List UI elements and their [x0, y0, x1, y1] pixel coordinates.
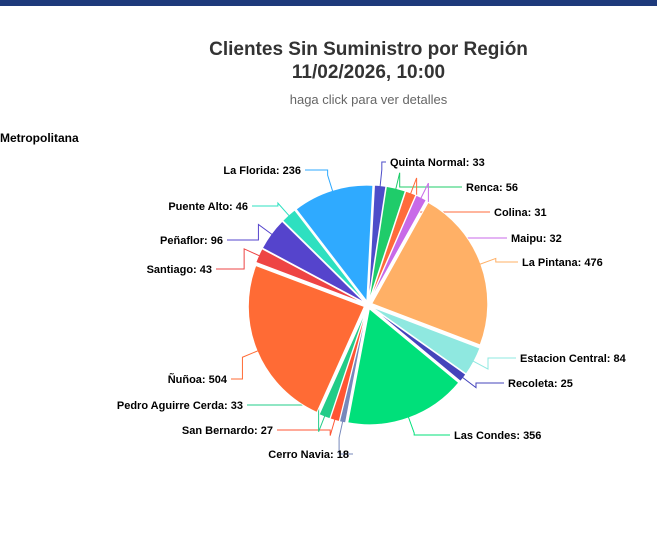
data-label-cerro-navia: Cerro Navia: 18	[268, 449, 349, 461]
leader-line-la-pintana	[478, 257, 518, 266]
top-bar	[0, 0, 657, 6]
leader-line-penaflor	[227, 223, 274, 241]
data-label-la-florida: La Florida: 236	[223, 165, 301, 177]
leader-line-santiago	[216, 248, 261, 270]
data-label-santiago: Santiago: 43	[147, 264, 212, 276]
chart-title: Clientes Sin Suministro por Región 11/02…	[0, 38, 657, 84]
leader-line-renca	[395, 172, 462, 191]
data-label-puente-alto: Puente Alto: 46	[168, 201, 248, 213]
data-label-penaflor: Peñaflor: 96	[160, 235, 223, 247]
data-label-maipu: Maipu: 32	[511, 233, 562, 245]
data-label-colina: Colina: 31	[494, 207, 547, 219]
data-label-quinta-normal: Quinta Normal: 33	[390, 157, 485, 169]
leader-line-pedro-aguirre-cerda	[247, 404, 326, 432]
chart-title-line2: 11/02/2026, 10:00	[291, 62, 446, 83]
leader-line-nunoa	[231, 349, 260, 380]
chart-title-line1: Clientes Sin Suministro por Región	[209, 39, 528, 60]
leader-line-recoleta	[461, 376, 504, 389]
leader-line-las-condes	[407, 415, 450, 436]
data-label-san-bernardo: San Bernardo: 27	[182, 425, 273, 437]
data-label-nunoa: Ñuñoa: 504	[168, 373, 228, 386]
leader-line-san-bernardo	[277, 418, 336, 436]
leader-line-cerro-navia	[338, 420, 353, 455]
chart-subtitle: haga click para ver detalles	[289, 92, 448, 107]
leader-line-quinta-normal	[379, 161, 386, 188]
leader-line-la-florida	[305, 169, 334, 193]
leader-line-estacion-central	[471, 357, 516, 370]
data-label-estacion-central: Estacion Central: 84	[520, 353, 627, 365]
data-label-la-pintana: La Pintana: 476	[522, 257, 603, 269]
data-label-renca: Renca: 56	[466, 182, 518, 194]
region-title: Metropolitana	[0, 131, 79, 145]
leader-line-puente-alto	[252, 201, 291, 217]
data-label-las-condes: Las Condes: 356	[454, 430, 541, 442]
data-label-recoleta: Recoleta: 25	[508, 378, 573, 390]
data-label-pedro-aguirre-cerda: Pedro Aguirre Cerda: 33	[117, 400, 243, 412]
